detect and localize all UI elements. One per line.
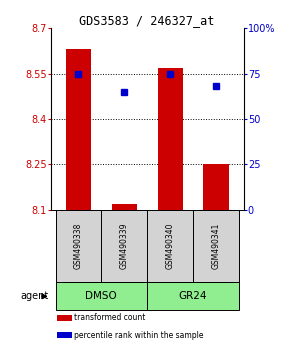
Bar xyxy=(57,332,72,338)
Bar xyxy=(147,210,193,282)
Text: percentile rank within the sample: percentile rank within the sample xyxy=(74,331,203,339)
Text: GSM490340: GSM490340 xyxy=(166,223,175,269)
Bar xyxy=(147,282,239,310)
Title: GDS3583 / 246327_at: GDS3583 / 246327_at xyxy=(79,14,215,27)
Bar xyxy=(157,68,183,210)
Bar xyxy=(66,50,91,210)
Text: GR24: GR24 xyxy=(179,291,207,301)
Bar xyxy=(193,210,239,282)
Bar xyxy=(56,210,101,282)
Text: DMSO: DMSO xyxy=(85,291,117,301)
Bar xyxy=(102,210,147,282)
Text: agent: agent xyxy=(20,291,48,301)
Text: transformed count: transformed count xyxy=(74,313,145,322)
Bar xyxy=(56,282,147,310)
Bar xyxy=(57,315,72,321)
Text: GSM490341: GSM490341 xyxy=(211,223,221,269)
Bar xyxy=(203,164,229,210)
Bar xyxy=(112,204,137,210)
Text: GSM490338: GSM490338 xyxy=(74,223,83,269)
Text: GSM490339: GSM490339 xyxy=(120,223,129,269)
